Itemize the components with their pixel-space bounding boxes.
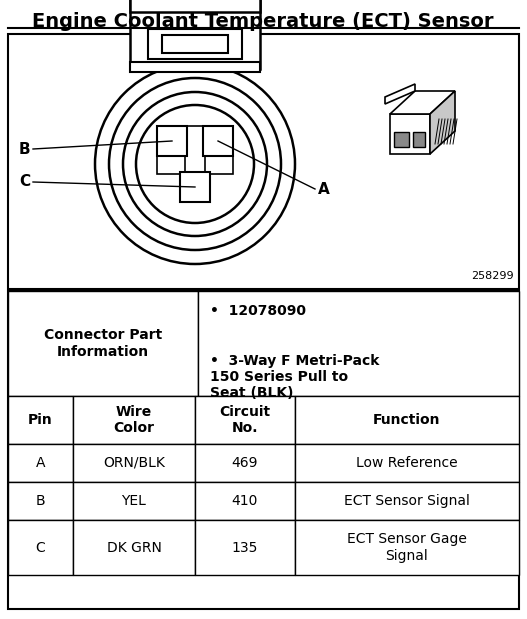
Text: Engine Coolant Temperature (ECT) Sensor: Engine Coolant Temperature (ECT) Sensor [32, 12, 494, 31]
Circle shape [95, 64, 295, 264]
Text: Low Reference: Low Reference [356, 456, 458, 470]
Text: Pin: Pin [28, 413, 53, 427]
Bar [130, 62, 260, 72]
Polygon shape [385, 84, 415, 104]
Circle shape [109, 78, 281, 250]
Bar [295, 396, 519, 444]
Bar [185, 126, 205, 202]
Text: ECT Sensor Signal: ECT Sensor Signal [344, 494, 470, 508]
Text: 469: 469 [232, 456, 258, 470]
Bar [8, 291, 519, 609]
Text: Wire
Color: Wire Color [113, 405, 154, 435]
Circle shape [136, 105, 254, 223]
Text: A: A [318, 181, 330, 196]
Bar [198, 291, 519, 396]
Bar [295, 444, 519, 482]
Text: B: B [18, 142, 30, 157]
Text: •  12078090: • 12078090 [210, 304, 306, 318]
Bar [73, 520, 195, 575]
Bar [180, 172, 210, 202]
Text: •  3-Way F Metri-Pack
150 Series Pull to
Seat (BLK): • 3-Way F Metri-Pack 150 Series Pull to … [210, 353, 379, 400]
Bar [195, 520, 295, 575]
Bar [148, 29, 242, 59]
Bar [295, 482, 519, 520]
Polygon shape [430, 91, 455, 154]
Text: DK GRN: DK GRN [106, 540, 161, 555]
Bar [8, 291, 198, 396]
Bar [195, 444, 295, 482]
Bar [8, 520, 73, 575]
Text: Circuit
No.: Circuit No. [219, 405, 270, 435]
Bar [8, 396, 73, 444]
Text: C: C [19, 175, 30, 189]
Text: ECT Sensor Gage
Signal: ECT Sensor Gage Signal [347, 532, 467, 563]
Bar [8, 444, 73, 482]
Bar [295, 520, 519, 575]
Text: ORN/BLK: ORN/BLK [103, 456, 165, 470]
Text: Function: Function [373, 413, 441, 427]
Bar [73, 396, 195, 444]
Bar [157, 126, 187, 156]
Text: 258299: 258299 [471, 271, 514, 281]
Text: YEL: YEL [122, 494, 147, 508]
Bar [203, 126, 233, 156]
Bar [73, 444, 195, 482]
Text: A: A [36, 456, 45, 470]
Bar [8, 482, 73, 520]
Polygon shape [390, 114, 430, 154]
Bar [157, 154, 233, 174]
Circle shape [123, 92, 267, 236]
Bar [195, 482, 295, 520]
Bar [394, 132, 409, 147]
Polygon shape [390, 91, 455, 114]
Bar [130, 0, 260, 69]
Bar [195, 396, 295, 444]
Text: 410: 410 [232, 494, 258, 508]
Text: C: C [36, 540, 45, 555]
Bar [8, 34, 519, 289]
Bar [162, 35, 228, 53]
Bar [73, 482, 195, 520]
Text: B: B [36, 494, 45, 508]
Bar [413, 132, 425, 147]
Text: 135: 135 [232, 540, 258, 555]
Bar [130, 0, 260, 12]
Text: Connector Part
Information: Connector Part Information [44, 329, 162, 358]
